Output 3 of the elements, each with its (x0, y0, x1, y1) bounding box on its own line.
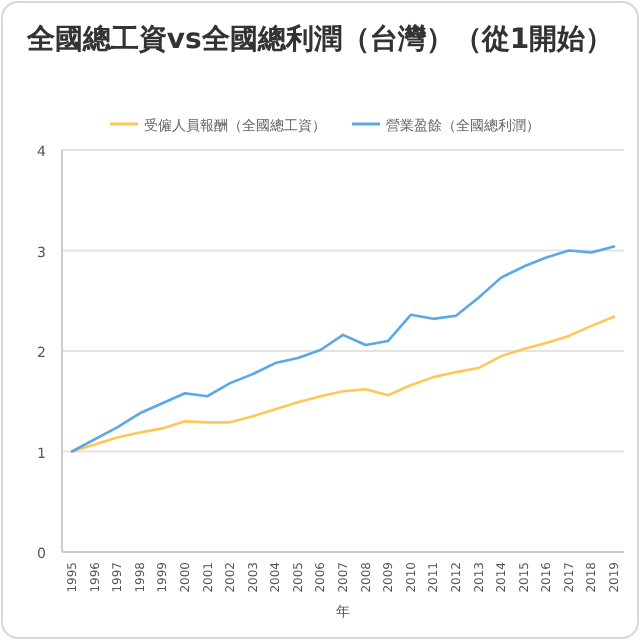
line-series (70, 245, 616, 453)
chart-title: 全國總工資vs全國總利潤（台灣）（從1開始） (24, 22, 614, 56)
line-series (70, 315, 616, 453)
